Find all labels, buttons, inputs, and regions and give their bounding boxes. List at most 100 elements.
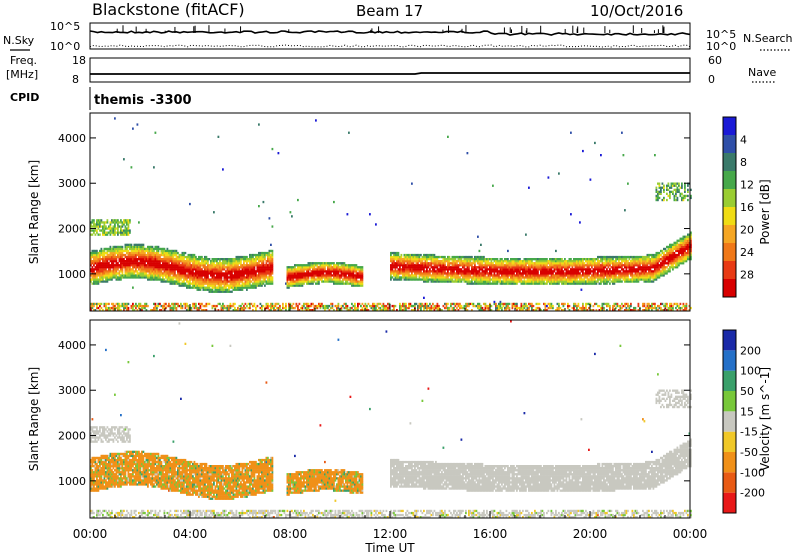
heatmap-cell bbox=[432, 276, 434, 279]
heatmap-cell bbox=[456, 260, 458, 263]
heatmap-cell bbox=[438, 309, 440, 312]
heatmap-cell bbox=[157, 251, 160, 255]
heatmap-cell bbox=[529, 258, 532, 261]
heatmap-cell bbox=[163, 274, 166, 277]
heatmap-cell bbox=[304, 302, 307, 306]
heatmap-cell bbox=[424, 272, 427, 275]
heatmap-cell bbox=[436, 302, 439, 306]
heatmap-cell bbox=[264, 264, 266, 267]
heatmap-cell bbox=[126, 302, 128, 306]
heatmap-cell bbox=[201, 282, 203, 285]
heatmap-cell bbox=[117, 276, 119, 279]
heatmap-cell bbox=[361, 309, 364, 312]
heatmap-cell bbox=[489, 266, 491, 269]
heatmap-cell bbox=[213, 290, 215, 293]
heatmap-cell bbox=[156, 270, 158, 273]
heatmap-cell bbox=[238, 255, 241, 259]
heatmap-cell bbox=[493, 270, 496, 273]
heatmap-cell bbox=[448, 262, 451, 265]
heatmap-cell bbox=[552, 258, 554, 261]
heatmap-cell bbox=[130, 245, 133, 249]
heatmap-cell bbox=[307, 262, 310, 265]
heatmap-cell bbox=[90, 229, 92, 232]
heatmap-cell bbox=[186, 274, 188, 277]
heatmap-cell bbox=[402, 304, 404, 308]
heatmap-cell bbox=[150, 251, 152, 255]
heatmap-cell bbox=[187, 304, 190, 308]
heatmap-cell bbox=[558, 268, 560, 271]
heatmap-cell bbox=[159, 278, 161, 281]
heatmap-cell bbox=[291, 274, 293, 277]
heatmap-cell bbox=[576, 258, 578, 261]
heatmap-cell bbox=[295, 304, 298, 308]
heatmap-cell bbox=[496, 274, 499, 277]
heatmap-cell bbox=[552, 264, 554, 267]
heatmap-cell bbox=[180, 253, 182, 257]
heatmap-cell bbox=[334, 266, 337, 269]
heatmap-cell bbox=[492, 264, 494, 267]
heatmap-cell bbox=[433, 262, 436, 265]
heatmap-cell bbox=[501, 264, 503, 267]
heatmap-cell bbox=[261, 280, 263, 283]
heatmap-cell bbox=[205, 288, 208, 291]
heatmap-cell bbox=[102, 268, 104, 271]
heatmap-cell bbox=[483, 272, 485, 275]
heatmap-cell bbox=[177, 255, 179, 259]
heatmap-cell bbox=[237, 262, 239, 265]
heatmap-cell bbox=[177, 304, 179, 308]
heatmap-cell bbox=[151, 247, 154, 251]
heatmap-cell bbox=[363, 304, 365, 308]
heatmap-cell bbox=[256, 253, 259, 257]
heatmap-cell bbox=[216, 282, 218, 285]
heatmap-cell bbox=[253, 280, 256, 283]
heatmap-cell bbox=[465, 306, 467, 310]
heatmap-cell bbox=[547, 276, 550, 279]
heatmap-cell bbox=[291, 280, 293, 283]
heatmap-cell bbox=[132, 251, 134, 255]
heatmap-cell bbox=[204, 274, 206, 277]
heatmap-cell bbox=[312, 272, 314, 275]
heatmap-cell bbox=[345, 306, 347, 310]
heatmap-cell bbox=[147, 266, 149, 269]
heatmap-cell bbox=[415, 274, 418, 277]
heatmap-cell bbox=[288, 286, 290, 289]
heatmap-cell bbox=[96, 253, 98, 257]
heatmap-cell bbox=[210, 262, 212, 265]
heatmap-cell bbox=[141, 272, 143, 275]
heatmap-cell bbox=[496, 278, 499, 281]
heatmap-cell bbox=[544, 258, 547, 261]
heatmap-cell bbox=[234, 288, 236, 291]
heatmap-cell bbox=[403, 272, 406, 275]
heatmap-cell bbox=[576, 264, 578, 267]
heatmap-cell bbox=[465, 280, 467, 283]
heatmap-cell bbox=[522, 260, 524, 263]
heatmap-cell bbox=[538, 258, 541, 261]
heatmap-cell bbox=[571, 278, 574, 281]
heatmap-cell bbox=[465, 272, 467, 275]
heatmap-cell bbox=[309, 280, 311, 283]
heatmap-cell bbox=[396, 309, 398, 312]
heatmap-cell bbox=[136, 270, 139, 273]
heatmap-cell bbox=[438, 262, 440, 265]
heatmap-cell bbox=[97, 262, 100, 265]
heatmap-cell bbox=[469, 258, 472, 261]
heatmap-cell bbox=[126, 272, 128, 275]
heatmap-cell bbox=[121, 274, 124, 277]
heatmap-cell bbox=[333, 262, 335, 265]
heatmap-cell bbox=[469, 262, 472, 265]
heatmap-cell bbox=[531, 274, 533, 277]
heatmap-cell bbox=[130, 264, 133, 267]
heatmap-cell bbox=[141, 274, 143, 277]
heatmap-cell bbox=[291, 278, 293, 281]
heatmap-cell bbox=[493, 268, 496, 271]
heatmap-cell bbox=[294, 282, 296, 285]
heatmap-cell bbox=[157, 304, 160, 308]
heatmap-cell bbox=[286, 284, 289, 287]
heatmap-cell bbox=[174, 304, 176, 308]
heatmap-cell bbox=[168, 251, 170, 255]
heatmap-cell bbox=[508, 262, 511, 265]
heatmap-cell bbox=[450, 266, 452, 269]
heatmap-cell bbox=[91, 255, 94, 259]
heatmap-cell bbox=[543, 270, 545, 273]
heatmap-cell bbox=[115, 247, 118, 251]
